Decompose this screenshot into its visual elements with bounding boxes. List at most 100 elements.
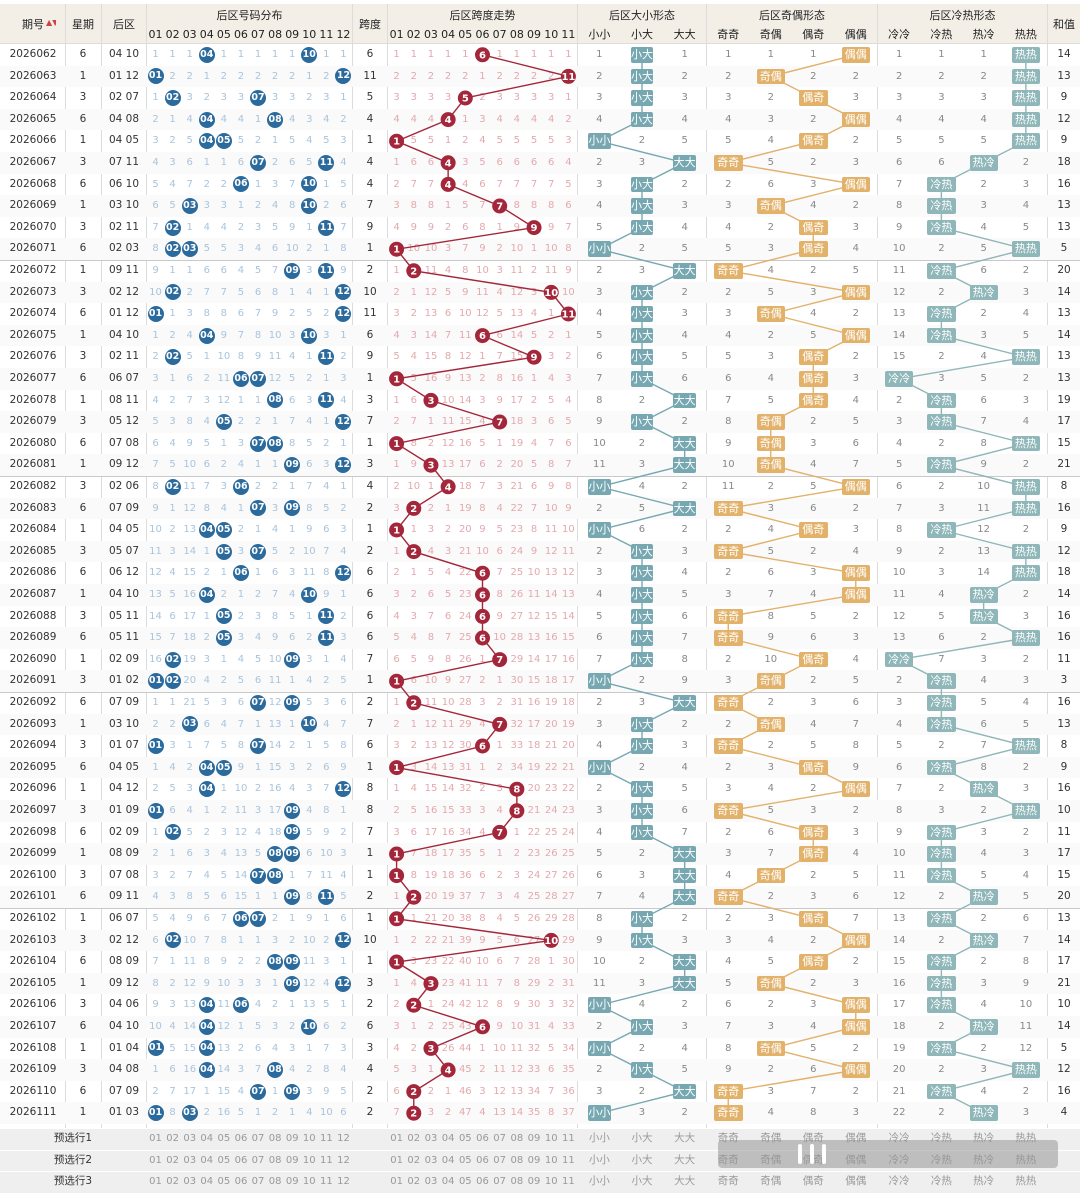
presel-size[interactable]: 小小	[588, 1153, 610, 1166]
span-miss-count: 6	[427, 589, 435, 600]
presel-number[interactable]: 12	[337, 1176, 350, 1187]
presel-span-number[interactable]: 04	[441, 1176, 455, 1187]
miss-count: 2	[152, 848, 159, 860]
presel-size[interactable]: 小大	[631, 1132, 653, 1144]
presel-size[interactable]: 小大	[631, 1175, 653, 1187]
presel-number[interactable]: 05	[217, 1176, 231, 1187]
presel-number[interactable]: 02	[166, 1133, 179, 1144]
presel-number[interactable]: 11	[320, 1133, 333, 1144]
presel-number[interactable]: 08	[268, 1133, 282, 1144]
presel-span-number[interactable]: 09	[527, 1154, 541, 1166]
span-miss-count: 5	[479, 157, 486, 168]
presel-number[interactable]: 07	[251, 1133, 265, 1144]
presel-number[interactable]: 12	[337, 1133, 350, 1144]
presel-span-number[interactable]: 03	[424, 1176, 438, 1187]
presel-number[interactable]: 07	[251, 1154, 265, 1166]
presel-number[interactable]: 02	[166, 1154, 179, 1166]
presel-ch[interactable]: 热冷	[973, 1175, 995, 1187]
presel-number[interactable]: 01	[149, 1133, 162, 1144]
oe-miss-count: 5	[725, 977, 732, 989]
presel-ch[interactable]: 冷热	[930, 1175, 952, 1187]
row-period: 2026108	[9, 1041, 57, 1054]
presel-size[interactable]: 大大	[674, 1153, 696, 1166]
presel-size[interactable]: 小小	[588, 1132, 610, 1144]
presel-span-number[interactable]: 06	[476, 1176, 489, 1187]
presel-number[interactable]: 12	[337, 1154, 350, 1166]
presel-span-number[interactable]: 03	[424, 1133, 438, 1144]
presel-number[interactable]: 04	[200, 1176, 214, 1187]
presel-span-number[interactable]: 07	[493, 1176, 507, 1187]
presel-span-number[interactable]: 08	[510, 1154, 524, 1166]
presel-span-number[interactable]: 05	[458, 1176, 472, 1187]
presel-span-number[interactable]: 10	[544, 1154, 558, 1166]
presel-number[interactable]: 03	[183, 1176, 197, 1187]
miss-count: 1	[323, 286, 330, 298]
span-miss-count: 15	[441, 805, 455, 816]
size-miss-count: 2	[681, 999, 688, 1011]
presel-span-number[interactable]: 07	[493, 1154, 507, 1166]
presel-span-number[interactable]: 05	[458, 1154, 472, 1166]
presel-span-number[interactable]: 04	[441, 1154, 455, 1166]
presel-oe[interactable]: 偶奇	[802, 1175, 824, 1187]
presel-span-number[interactable]: 10	[544, 1176, 558, 1187]
presel-size[interactable]: 大大	[674, 1175, 696, 1187]
presel-number[interactable]: 10	[302, 1176, 316, 1187]
presel-number[interactable]: 07	[251, 1176, 265, 1187]
presel-oe[interactable]: 偶偶	[845, 1175, 867, 1187]
presel-oe[interactable]: 奇偶	[760, 1175, 782, 1187]
presel-number[interactable]: 09	[285, 1133, 299, 1144]
presel-span-number[interactable]: 10	[544, 1133, 558, 1144]
presel-number[interactable]: 08	[268, 1176, 282, 1187]
presel-span-number[interactable]: 09	[527, 1176, 541, 1187]
presel-number[interactable]: 06	[234, 1133, 248, 1144]
presel-number[interactable]: 06	[234, 1176, 248, 1187]
presel-number[interactable]: 03	[183, 1133, 197, 1144]
presel-span-number[interactable]: 06	[476, 1133, 489, 1144]
presel-number[interactable]: 11	[320, 1176, 333, 1187]
presel-number[interactable]: 04	[200, 1154, 214, 1166]
row-weekday: 6	[79, 501, 87, 514]
presel-number[interactable]: 04	[200, 1133, 214, 1144]
presel-span-number[interactable]: 04	[441, 1133, 455, 1144]
presel-span-number[interactable]: 02	[407, 1133, 421, 1144]
presel-ch[interactable]: 冷冷	[888, 1175, 910, 1187]
presel-number[interactable]: 01	[149, 1154, 162, 1166]
presel-span-number[interactable]: 05	[458, 1133, 472, 1144]
presel-number[interactable]: 03	[183, 1154, 197, 1166]
presel-size[interactable]: 大大	[674, 1132, 696, 1144]
presel-size[interactable]: 小大	[631, 1153, 653, 1166]
presel-span-number[interactable]: 08	[510, 1133, 524, 1144]
presel-oe[interactable]: 奇奇	[717, 1175, 739, 1187]
presel-number[interactable]: 05	[217, 1154, 231, 1166]
presel-span-number[interactable]: 11	[562, 1154, 575, 1166]
presel-number[interactable]: 09	[285, 1176, 299, 1187]
presel-span-number[interactable]: 01	[390, 1176, 403, 1187]
presel-span-number[interactable]: 07	[493, 1133, 507, 1144]
presel-span-number[interactable]: 11	[562, 1133, 575, 1144]
presel-span-number[interactable]: 01	[390, 1154, 403, 1166]
presel-span-number[interactable]: 06	[476, 1154, 489, 1166]
presel-span-number[interactable]: 02	[407, 1176, 421, 1187]
presel-span-number[interactable]: 09	[527, 1133, 541, 1144]
presel-span-number[interactable]: 01	[390, 1133, 403, 1144]
header-period[interactable]: 期号	[22, 18, 44, 31]
span-miss-count: 18	[458, 481, 472, 492]
presel-span-number[interactable]: 11	[562, 1176, 575, 1187]
presel-size[interactable]: 小小	[588, 1175, 610, 1187]
presel-number[interactable]: 09	[285, 1154, 299, 1166]
header-sort-icon[interactable]: ▲▼	[46, 20, 56, 27]
span-marker	[389, 868, 405, 884]
presel-number[interactable]: 02	[166, 1176, 179, 1187]
size-miss-count: 5	[596, 610, 603, 622]
presel-number[interactable]: 06	[234, 1154, 248, 1166]
presel-number[interactable]: 08	[268, 1154, 282, 1166]
presel-number[interactable]: 05	[217, 1133, 231, 1144]
presel-number[interactable]: 11	[320, 1154, 333, 1166]
presel-number[interactable]: 10	[302, 1154, 316, 1166]
presel-number[interactable]: 01	[149, 1176, 162, 1187]
presel-span-number[interactable]: 03	[424, 1154, 438, 1166]
presel-ch[interactable]: 热热	[1015, 1175, 1037, 1187]
presel-span-number[interactable]: 08	[510, 1176, 524, 1187]
presel-number[interactable]: 10	[302, 1133, 316, 1144]
presel-span-number[interactable]: 02	[407, 1154, 421, 1166]
